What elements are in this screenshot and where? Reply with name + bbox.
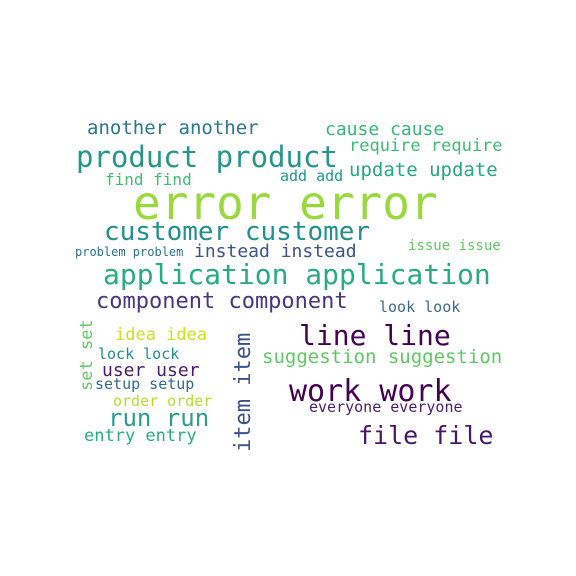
word-lock: lock lock: [98, 345, 180, 363]
word-look: look look: [379, 298, 461, 316]
word-everyone: everyone everyone: [309, 398, 463, 416]
word-find: find find: [105, 170, 192, 189]
word-item: item item: [231, 332, 256, 452]
word-run: run run: [108, 404, 210, 432]
word-entry: entry entry: [84, 426, 197, 446]
word-product: product product: [76, 140, 338, 174]
word-error: error error: [133, 176, 438, 230]
word-another: another another: [87, 117, 259, 139]
word-issue: issue issue: [408, 238, 501, 254]
word-instead: instead instead: [194, 241, 357, 262]
word-suggestion: suggestion suggestion: [262, 346, 503, 368]
word-application: application application: [103, 258, 491, 291]
word-set: set set: [77, 319, 97, 391]
word-update: update update: [349, 159, 498, 181]
word-idea: idea idea: [115, 325, 208, 345]
word-line: line line: [299, 319, 451, 352]
word-add: add add: [280, 167, 344, 185]
word-customer: customer customer: [104, 217, 371, 247]
word-setup: setup setup: [95, 375, 195, 393]
word-component: component component: [96, 289, 348, 314]
word-cause: cause cause: [325, 119, 445, 140]
word-problem: problem problem: [75, 245, 184, 259]
word-file: file file: [358, 421, 494, 450]
word-require: require require: [349, 136, 503, 156]
word-order: order order: [113, 392, 213, 410]
word-work: work work: [289, 374, 452, 409]
word-user: user user: [102, 360, 200, 381]
